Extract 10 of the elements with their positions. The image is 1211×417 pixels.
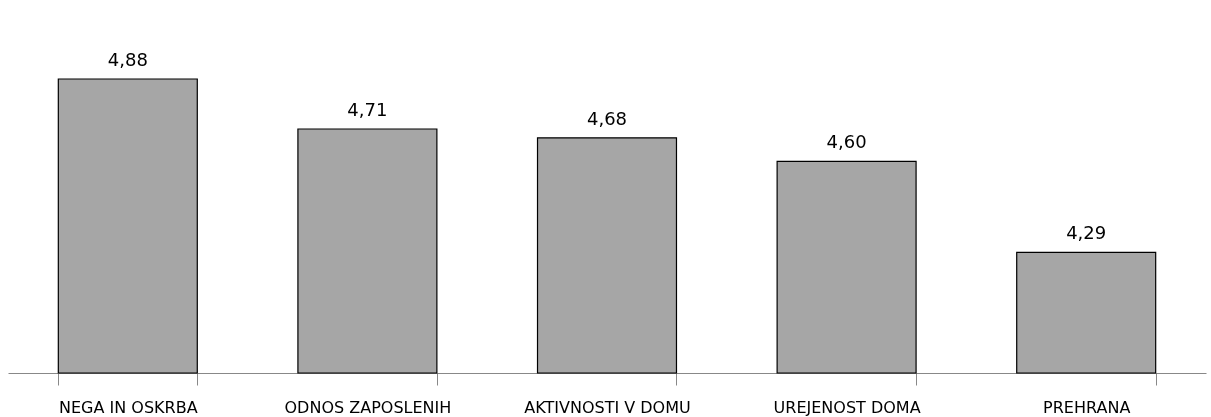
data-label: 4,29	[1066, 222, 1107, 244]
x-tick-label: UREJENOST DOMA	[773, 397, 921, 417]
x-tick-label: AKTIVNOSTI V DOMU	[524, 397, 691, 417]
data-label: 4,88	[107, 49, 148, 70]
x-tick-label: PREHRANA	[1043, 397, 1131, 417]
x-tick-label: NEGA IN OSKRBA	[59, 397, 198, 417]
data-label: 4,71	[347, 98, 388, 120]
x-tick-label: ODNOS ZAPOSLENIH	[284, 397, 452, 417]
data-label: 4,68	[586, 107, 628, 129]
data-label: 4,60	[826, 131, 867, 153]
